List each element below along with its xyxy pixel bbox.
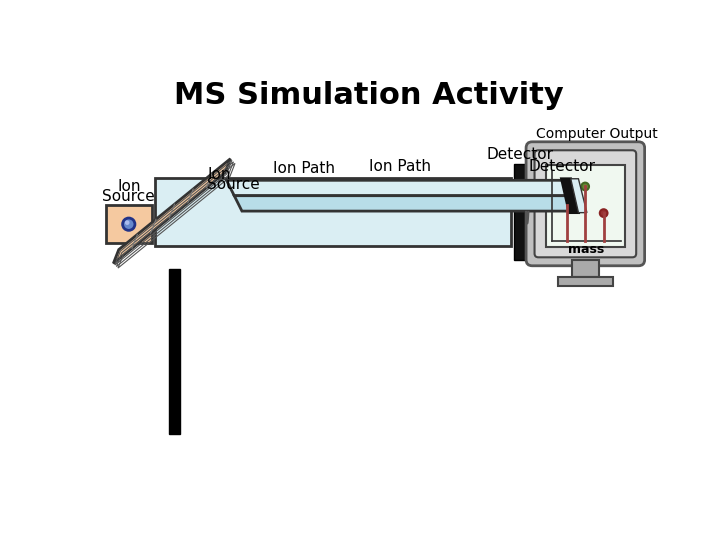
Circle shape	[581, 183, 589, 190]
Text: Source: Source	[102, 189, 155, 204]
Circle shape	[125, 220, 130, 225]
Polygon shape	[113, 159, 230, 264]
FancyBboxPatch shape	[526, 142, 644, 266]
Text: Source: Source	[207, 178, 260, 192]
Text: mass: mass	[568, 244, 605, 256]
Text: Ion: Ion	[207, 167, 231, 181]
Text: Computer Output: Computer Output	[536, 127, 658, 141]
Bar	[572, 260, 599, 276]
Polygon shape	[562, 179, 578, 213]
Bar	[558, 276, 613, 286]
Bar	[168, 269, 180, 434]
Bar	[514, 164, 526, 260]
Text: Detector: Detector	[487, 147, 554, 163]
Text: Ion Path: Ion Path	[274, 161, 336, 176]
Polygon shape	[571, 179, 587, 213]
Text: Ion Path: Ion Path	[369, 159, 431, 174]
Polygon shape	[227, 180, 577, 195]
Bar	[546, 165, 625, 247]
Text: Detector: Detector	[528, 159, 595, 174]
Circle shape	[600, 210, 608, 217]
Circle shape	[564, 201, 571, 208]
Text: Ion: Ion	[117, 179, 140, 194]
Bar	[155, 178, 510, 246]
Bar	[106, 205, 152, 244]
Polygon shape	[234, 195, 585, 211]
Text: MS Simulation Activity: MS Simulation Activity	[174, 81, 564, 110]
Circle shape	[122, 218, 135, 231]
FancyBboxPatch shape	[534, 150, 636, 257]
